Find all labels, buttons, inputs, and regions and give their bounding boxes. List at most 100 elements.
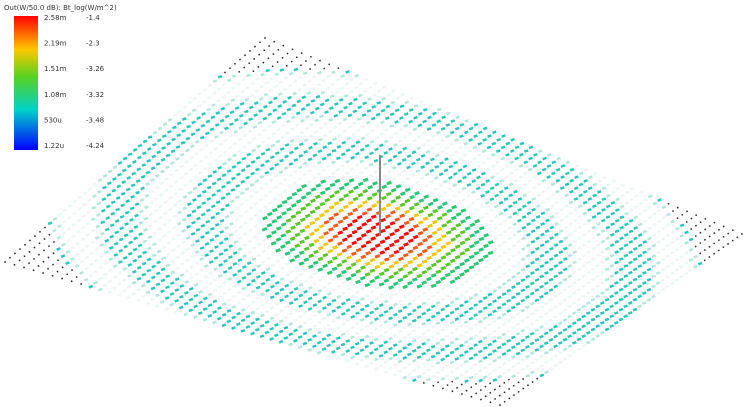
field-sample xyxy=(407,143,412,147)
field-sample xyxy=(211,193,216,197)
field-sample xyxy=(440,150,445,154)
field-sample xyxy=(348,102,353,106)
field-sample xyxy=(181,229,186,233)
field-sample xyxy=(388,347,393,351)
field-sample xyxy=(474,219,480,224)
field-sample xyxy=(281,124,286,128)
field-sample xyxy=(337,252,343,257)
field-sample xyxy=(199,257,204,261)
field-sample xyxy=(214,245,219,249)
field-sample xyxy=(359,159,364,163)
field-sample xyxy=(136,167,141,171)
field-sample xyxy=(215,223,220,227)
field-sample xyxy=(511,345,516,349)
field-sample xyxy=(352,230,358,235)
field-sample xyxy=(224,226,229,230)
field-sample xyxy=(271,230,277,235)
field-sample xyxy=(323,68,325,70)
field-sample xyxy=(260,324,265,328)
field-sample xyxy=(103,272,108,276)
field-sample xyxy=(212,91,217,95)
field-sample xyxy=(531,229,536,233)
field-sample xyxy=(336,305,341,309)
field-sample xyxy=(256,156,261,160)
field-sample xyxy=(499,404,501,406)
field-sample xyxy=(119,238,124,242)
field-sample xyxy=(564,204,569,208)
field-sample xyxy=(582,233,587,237)
field-sample xyxy=(517,240,522,244)
field-sample xyxy=(291,192,297,197)
field-sample xyxy=(629,208,634,212)
field-sample xyxy=(230,211,235,215)
field-sample xyxy=(704,218,706,220)
field-sample xyxy=(43,249,45,251)
field-sample xyxy=(471,179,476,183)
field-sample xyxy=(398,330,403,334)
field-sample xyxy=(318,246,324,251)
field-sample xyxy=(127,164,132,168)
field-sample xyxy=(400,203,406,208)
field-sample xyxy=(436,238,442,243)
field-sample xyxy=(530,271,535,275)
field-sample xyxy=(136,299,141,303)
field-sample xyxy=(374,147,379,151)
field-sample xyxy=(70,257,75,261)
field-sample xyxy=(239,203,244,207)
field-sample xyxy=(326,176,331,180)
field-sample xyxy=(109,235,114,239)
field-sample xyxy=(592,226,597,230)
field-sample xyxy=(161,158,166,162)
field-sample xyxy=(601,197,606,201)
field-sample xyxy=(244,210,249,214)
field-sample xyxy=(485,386,487,388)
field-sample xyxy=(450,331,455,335)
field-sample xyxy=(256,296,261,300)
field-sample xyxy=(331,350,336,354)
field-sample xyxy=(601,208,606,212)
field-sample xyxy=(507,226,512,230)
field-sample xyxy=(421,352,426,356)
field-sample xyxy=(218,75,223,79)
field-sample xyxy=(260,164,265,168)
field-sample xyxy=(360,318,365,322)
field-sample xyxy=(252,246,257,250)
field-sample xyxy=(88,285,93,289)
field-sample xyxy=(381,109,386,113)
legend-header: Out(W/50.0 dB): Bt_log(W/m^2) xyxy=(4,4,117,12)
field-sample xyxy=(196,228,201,232)
field-sample xyxy=(647,237,652,241)
field-sample xyxy=(501,145,506,149)
field-sample xyxy=(693,255,698,259)
field-sample xyxy=(695,225,697,227)
field-sample xyxy=(269,178,274,182)
field-sample xyxy=(693,265,698,269)
field-sample xyxy=(294,297,299,301)
field-sample xyxy=(596,233,601,237)
field-sample xyxy=(260,293,265,297)
field-sample xyxy=(488,372,493,376)
field-sample xyxy=(355,301,360,305)
field-sample xyxy=(332,288,337,292)
field-sample xyxy=(275,151,280,155)
field-sample xyxy=(168,207,173,211)
field-sample xyxy=(195,140,200,144)
field-sample xyxy=(272,53,274,55)
field-sample xyxy=(488,362,493,366)
field-sample xyxy=(579,172,584,176)
field-sample xyxy=(265,69,270,73)
field-sample xyxy=(483,286,488,290)
field-sample xyxy=(591,278,596,282)
field-sample xyxy=(216,111,221,115)
field-sample xyxy=(235,94,240,98)
field-sample xyxy=(431,241,437,246)
field-sample xyxy=(308,264,314,269)
field-sample xyxy=(168,196,173,200)
field-sample xyxy=(249,195,254,199)
field-sample xyxy=(284,76,289,80)
field-sample xyxy=(172,126,177,130)
field-sample xyxy=(483,326,488,330)
field-sample xyxy=(307,79,312,83)
field-sample xyxy=(550,204,555,208)
field-sample xyxy=(176,233,181,237)
